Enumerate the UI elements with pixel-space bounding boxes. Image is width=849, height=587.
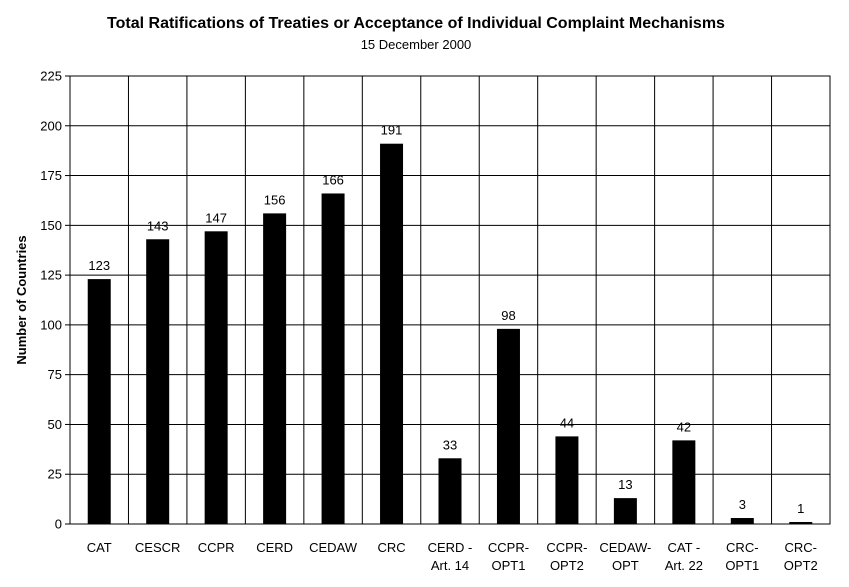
bar: [204, 231, 228, 524]
data-label: 42: [677, 419, 691, 434]
chart-subtitle: 15 December 2000: [361, 37, 472, 52]
bar: [730, 518, 754, 524]
data-label: 3: [739, 497, 746, 512]
bars: [87, 143, 813, 525]
x-tick-label: CEDAW-: [599, 540, 651, 555]
bar: [263, 213, 287, 525]
data-label: 191: [381, 123, 403, 138]
data-label: 166: [322, 172, 344, 187]
x-tick-label: Art. 14: [431, 558, 469, 573]
y-tick-label: 100: [40, 317, 62, 332]
chart-title: Total Ratifications of Treaties or Accep…: [107, 15, 725, 32]
x-tick-label: CESCR: [135, 540, 181, 555]
bar: [555, 436, 579, 524]
x-tick-label: CRC-: [785, 540, 818, 555]
x-tick-label: CERD: [256, 540, 293, 555]
x-tick-label: CAT: [87, 540, 112, 555]
data-label: 33: [443, 437, 457, 452]
x-tick-label: CCPR: [198, 540, 235, 555]
x-tick-label: OPT1: [725, 558, 759, 573]
x-tick-label: CRC-: [726, 540, 759, 555]
bar: [789, 522, 813, 524]
bar: [496, 328, 520, 524]
bar: [380, 143, 404, 524]
x-tick-label: CAT -: [667, 540, 700, 555]
x-tick-label: CRC: [377, 540, 405, 555]
data-label: 123: [88, 258, 110, 273]
data-labels: 123 143 147 156 166 191 33 98 44 13 42 3 1: [88, 123, 804, 516]
y-tick-label: 125: [40, 268, 62, 283]
x-tick-label: CERD -: [428, 540, 473, 555]
bar: [87, 279, 111, 524]
bar: [321, 193, 345, 524]
data-label: 1: [797, 501, 804, 516]
data-label: 156: [264, 192, 286, 207]
x-axis-categories: CAT CESCR CCPR CERD CEDAW CRC CERD - Art. 14 CCP…: [87, 540, 818, 573]
data-label: 147: [205, 210, 227, 225]
data-label: 98: [501, 308, 515, 323]
gridlines: [65, 75, 830, 525]
y-tick-label: 75: [48, 367, 62, 382]
y-tick-label: 175: [40, 168, 62, 183]
bar: [146, 239, 170, 524]
y-axis-label: Number of Countries: [14, 235, 29, 364]
y-tick-label: 150: [40, 218, 62, 233]
x-tick-label: CCPR-: [488, 540, 529, 555]
y-tick-label: 25: [48, 467, 62, 482]
bar: [613, 498, 637, 524]
x-tick-label: CEDAW: [309, 540, 358, 555]
data-label: 143: [147, 218, 169, 233]
data-label: 13: [618, 477, 632, 492]
x-tick-label: OPT2: [784, 558, 818, 573]
y-tick-label: 200: [40, 118, 62, 133]
x-tick-label: OPT: [612, 558, 639, 573]
bar: [438, 458, 462, 524]
y-tick-label: 50: [48, 417, 62, 432]
x-tick-label: Art. 22: [665, 558, 703, 573]
y-axis-ticks: 0 25 50 75 100 125 150 175 200 225: [40, 69, 62, 532]
data-label: 44: [560, 415, 574, 430]
x-tick-label: CCPR-: [546, 540, 587, 555]
y-tick-label: 225: [40, 69, 62, 84]
bar: [672, 440, 696, 524]
x-tick-label: OPT1: [491, 558, 525, 573]
y-tick-label: 0: [55, 517, 62, 532]
plot-area-frame: [69, 75, 831, 525]
x-tick-label: OPT2: [550, 558, 584, 573]
